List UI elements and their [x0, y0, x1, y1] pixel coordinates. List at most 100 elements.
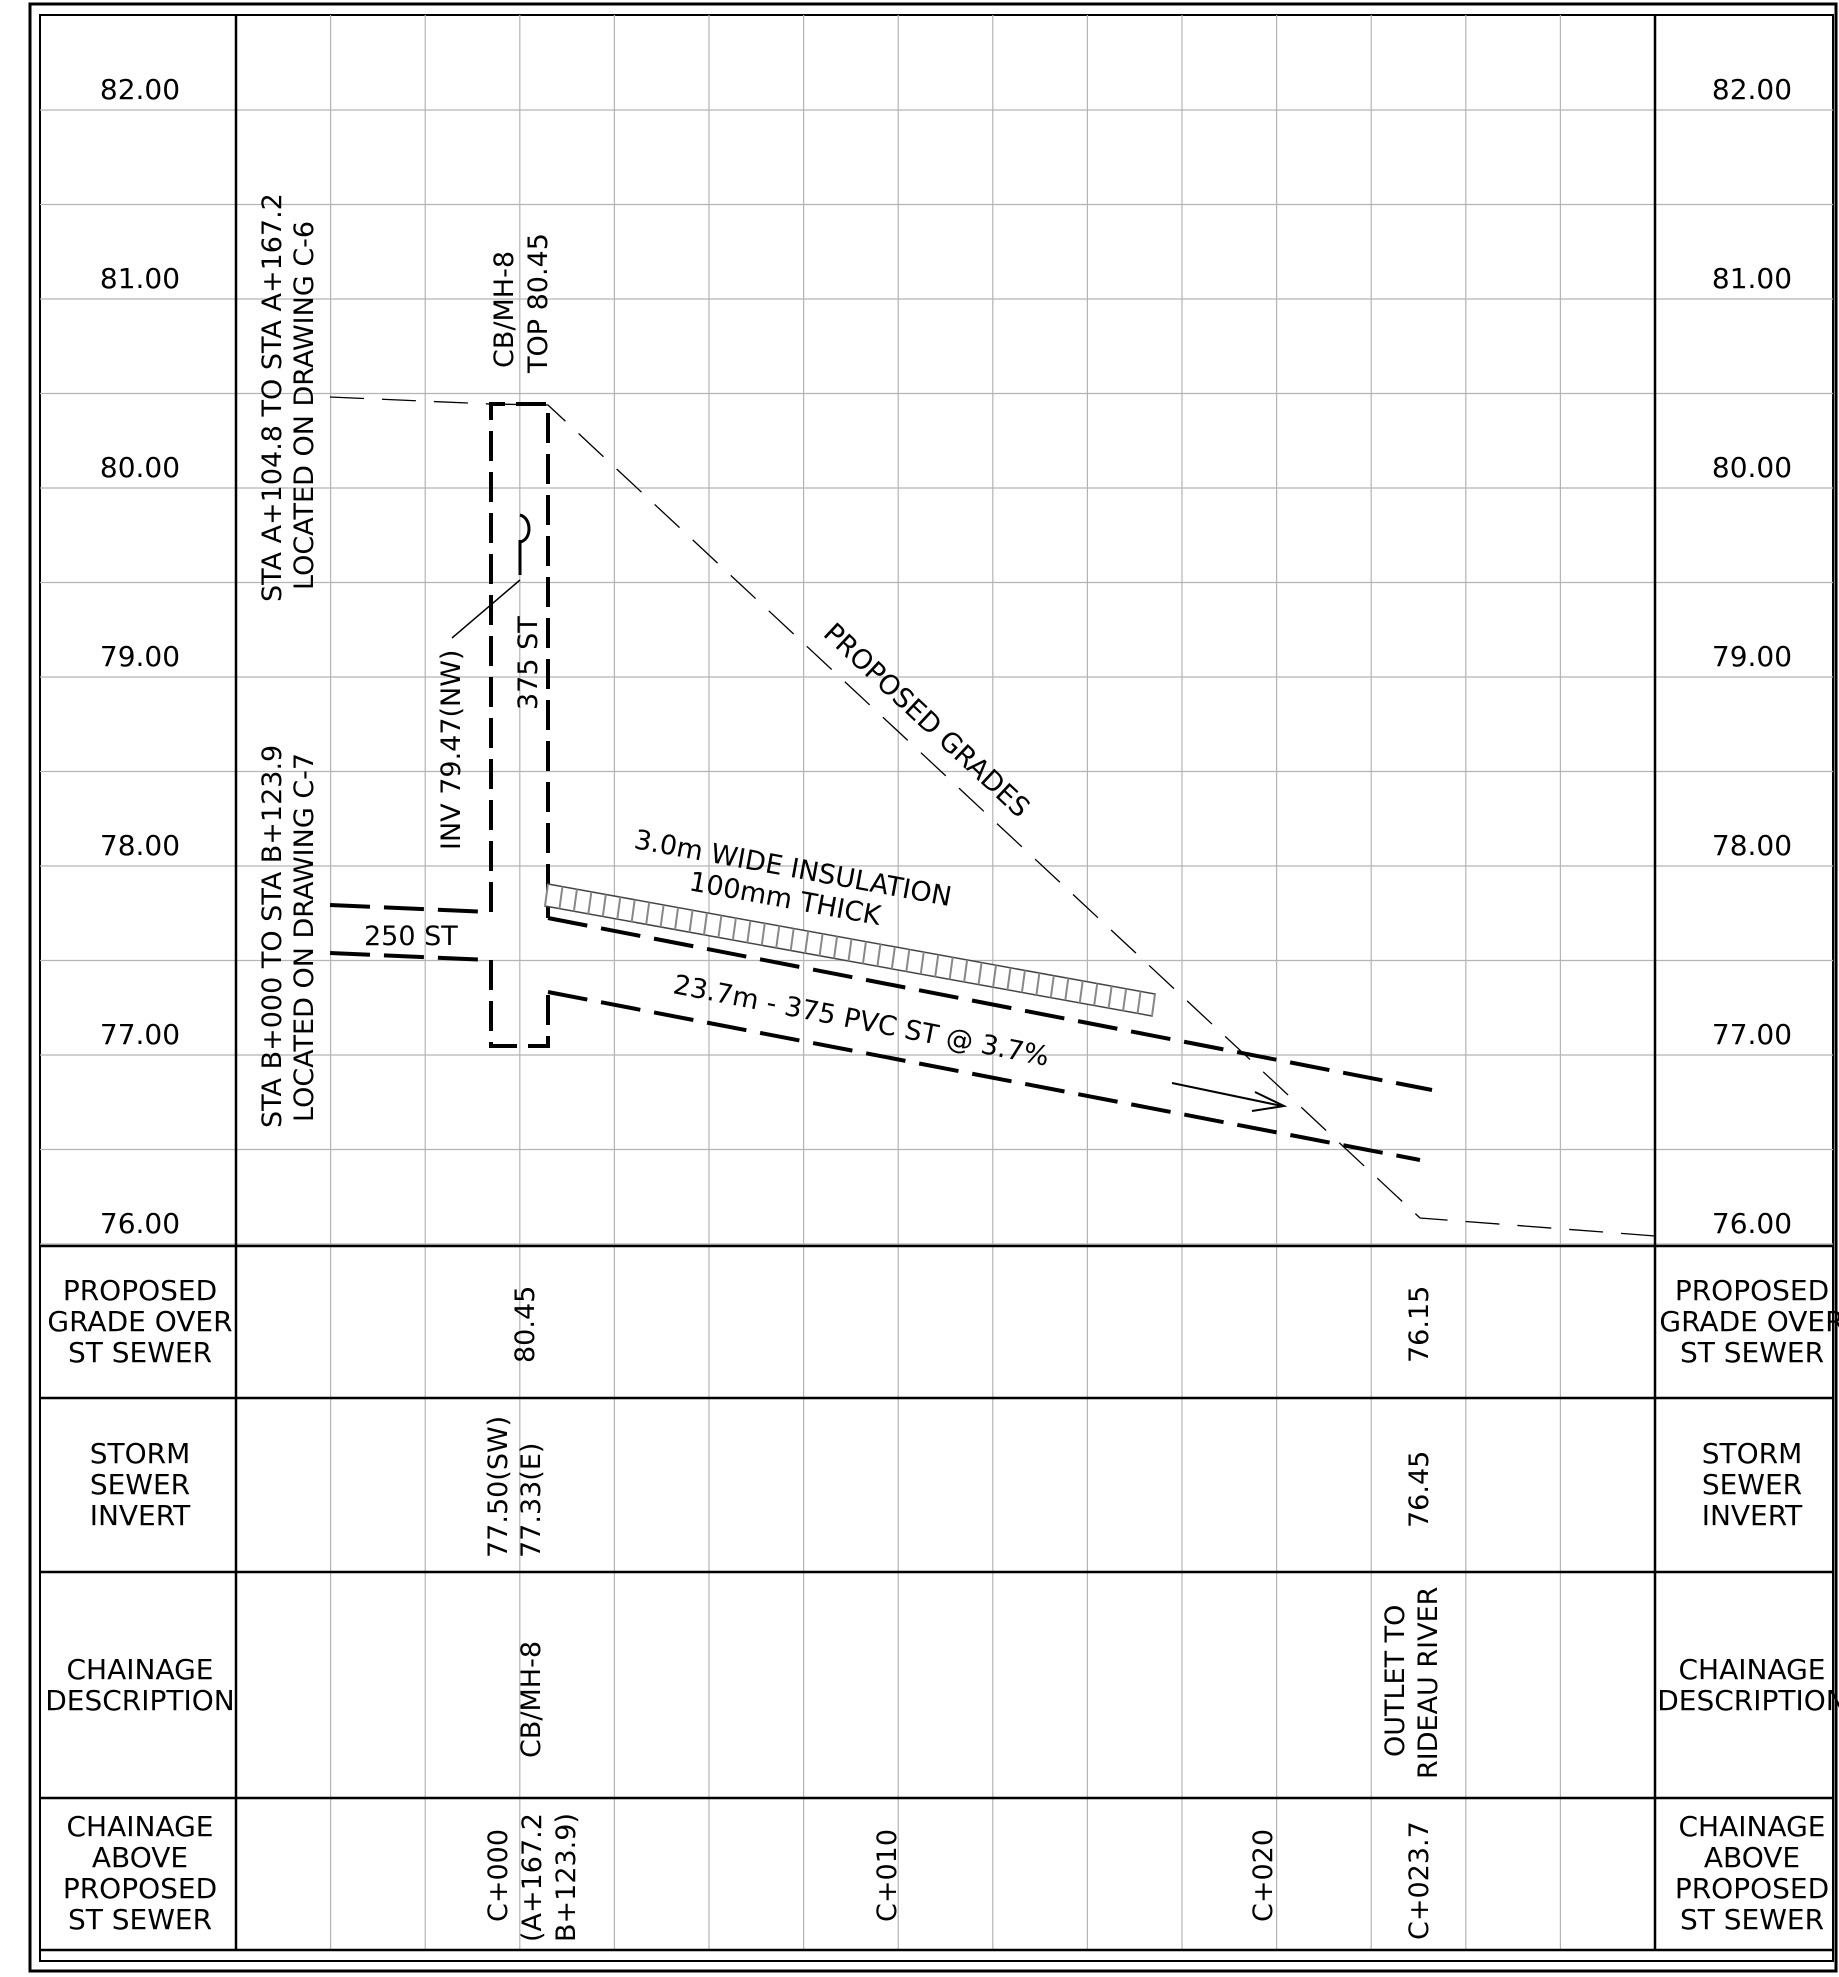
row-label: SEWER	[1702, 1468, 1802, 1501]
elevation-label: 80.00	[100, 451, 180, 484]
insulation-hatch-line	[587, 891, 593, 914]
row-label: STORM	[1702, 1437, 1803, 1470]
manhole-upper	[489, 402, 550, 918]
insulation-hatch-line	[1064, 978, 1070, 1001]
insulation-layer	[544, 883, 1156, 1017]
note-lateral: 250 ST	[364, 921, 458, 952]
insulation-hatch-line	[1107, 986, 1113, 1009]
manhole-lower	[489, 960, 550, 1048]
row-label: CHAINAGE	[1678, 1653, 1825, 1686]
insulation-hatch-line	[775, 925, 781, 949]
row-label: STORM	[90, 1437, 191, 1470]
insulation-hatch-line	[1049, 975, 1055, 998]
row-label: CHAINAGE	[1678, 1810, 1825, 1843]
row-label: ST SEWER	[68, 1336, 212, 1369]
chainage-c020: C+020	[1248, 1829, 1279, 1922]
elevation-label: 79.00	[100, 640, 180, 673]
chainage-c000: C+000	[483, 1829, 514, 1922]
insulation-hatch-line	[963, 959, 969, 983]
insulation-hatch-line	[645, 902, 651, 925]
elevation-labels-right: 82.00 81.00 80.00 79.00 78.00 77.00 76.0…	[1712, 73, 1792, 1240]
desc-outlet: RIDEAU RIVER	[1413, 1587, 1444, 1779]
row-label: PROPOSED	[63, 1274, 217, 1307]
note-inv-nw: INV 79.47(NW)	[436, 650, 467, 850]
row-label: ST SEWER	[1680, 1336, 1824, 1369]
row-label: ABOVE	[92, 1841, 188, 1874]
insulation-hatch-line	[702, 912, 708, 935]
insulation-hatch-line	[934, 954, 940, 977]
invert-value-mh: 77.50(SW)	[483, 1416, 514, 1558]
elevation-label: 81.00	[100, 262, 180, 295]
row-label: ST SEWER	[68, 1903, 212, 1936]
chainage-c000: (A+167.2	[517, 1813, 548, 1942]
inner-frame	[39, 14, 1834, 1962]
insulation-hatch-line	[1136, 991, 1142, 1014]
insulation-hatch-line	[688, 910, 694, 933]
elevation-label: 82.00	[100, 73, 180, 106]
insulation-hatch-line	[717, 915, 723, 938]
proposed-grade-line	[329, 396, 1656, 1237]
insulation-hatch-line	[544, 883, 549, 907]
grade-value-mh: 80.45	[510, 1286, 541, 1363]
chainage-c010: C+010	[872, 1829, 903, 1922]
insulation-hatch-line	[804, 931, 810, 954]
note-text: LOCATED ON DRAWING C-6	[289, 221, 320, 590]
elevation-label: 80.00	[1712, 451, 1792, 484]
note-text: STA A+104.8 TO STA A+167.2	[257, 193, 288, 602]
row-label: DESCRIPTION	[1657, 1684, 1839, 1717]
note-text: STA B+000 TO STA B+123.9	[257, 745, 288, 1128]
row-headers-left: PROPOSED GRADE OVER ST SEWER STORM SEWER…	[45, 1274, 235, 1936]
insulation-hatch-line	[616, 896, 622, 920]
insulation-hatch-line	[977, 962, 983, 985]
grade-value-outlet: 76.15	[1404, 1286, 1435, 1363]
elevation-label: 76.00	[100, 1207, 180, 1240]
elevation-label: 82.00	[1712, 73, 1792, 106]
row-label: GRADE OVER	[47, 1305, 232, 1338]
elevation-label: 79.00	[1712, 640, 1792, 673]
sewer-pipe-crown	[547, 916, 1433, 1092]
insulation-hatch-line	[818, 933, 824, 956]
row-label: INVERT	[90, 1499, 191, 1532]
insulation-hatch-line	[789, 928, 795, 951]
desc-mh: CB/MH-8	[516, 1641, 547, 1758]
insulation-hatch-line	[1122, 988, 1128, 1011]
insulation-hatch-line	[1020, 970, 1026, 993]
row-label: GRADE OVER	[1659, 1305, 1839, 1338]
manhole-inlet-mark	[518, 513, 531, 575]
insulation-hatch-line	[760, 923, 766, 946]
row-label: PROPOSED	[1675, 1274, 1829, 1307]
row-label: PROPOSED	[1675, 1872, 1829, 1905]
row-headers-right: PROPOSED GRADE OVER ST SEWER STORM SEWER…	[1657, 1274, 1839, 1936]
lateral-pipe-top	[329, 903, 491, 914]
elevation-label: 77.00	[1712, 1018, 1792, 1051]
note-grades: PROPOSED GRADES	[817, 617, 1035, 823]
invert-value-mh: 77.33(E)	[516, 1443, 547, 1558]
elevation-label: 78.00	[100, 829, 180, 862]
insulation-hatch-line	[746, 920, 752, 943]
elevation-label: 81.00	[1712, 262, 1792, 295]
insulation-hatch-line	[847, 938, 853, 962]
insulation-hatch-line	[731, 917, 737, 941]
insulation-hatch-line	[919, 951, 925, 975]
row-label: INVERT	[1702, 1499, 1803, 1532]
insulation-hatch-line	[674, 907, 680, 930]
insulation-hatch-line	[1006, 967, 1012, 990]
row-label: CHAINAGE	[66, 1653, 213, 1686]
note-manhole: CB/MH-8 TOP 80.45	[489, 233, 554, 374]
note-sta-a: STA A+104.8 TO STA A+167.2 LOCATED ON DR…	[257, 193, 320, 602]
note-riser: 375 ST	[513, 616, 544, 710]
elevation-label: 76.00	[1712, 1207, 1792, 1240]
note-text: LOCATED ON DRAWING C-7	[289, 753, 320, 1122]
lateral-pipe-bottom	[329, 951, 491, 962]
insulation-hatch-line	[833, 936, 839, 959]
insulation-hatch-line	[890, 946, 896, 969]
insulation-hatch-line	[1035, 972, 1041, 996]
note-sta-b: STA B+000 TO STA B+123.9 LOCATED ON DRAW…	[257, 745, 320, 1128]
row-label: SEWER	[90, 1468, 190, 1501]
row-label: PROPOSED	[63, 1872, 217, 1905]
invert-value-outlet: 76.45	[1404, 1451, 1435, 1528]
insulation-hatch-line	[1093, 983, 1099, 1006]
insulation-hatch-line	[1151, 993, 1156, 1017]
elevation-labels-left: 82.00 81.00 80.00 79.00 78.00 77.00 76.0…	[100, 73, 180, 1240]
inv-leader-line	[451, 579, 521, 639]
